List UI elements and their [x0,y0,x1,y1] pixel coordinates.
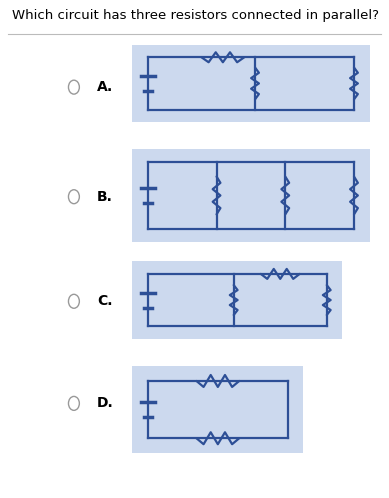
Text: C.: C. [97,294,113,308]
Bar [132,45,370,122]
Text: Which circuit has three resistors connected in parallel?: Which circuit has three resistors connec… [12,9,378,22]
Bar [132,149,370,242]
Text: D.: D. [97,396,114,410]
Text: A.: A. [97,80,114,94]
Bar [132,261,342,339]
Text: B.: B. [97,190,113,204]
Bar [132,366,303,453]
